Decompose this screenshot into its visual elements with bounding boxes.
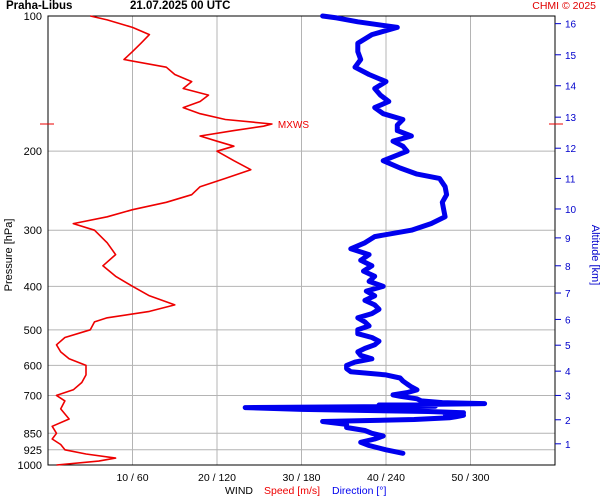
pressure-tick-label: 200 [24, 146, 42, 158]
altitude-tick-label: 14 [565, 82, 577, 93]
speed-label: Speed [m/s] [264, 485, 320, 497]
altitude-tick-label: 2 [565, 416, 571, 427]
sounding-datetime: 21.07.2025 00 UTC [130, 0, 231, 12]
altitude-axis-label: Altitude [km] [589, 225, 600, 286]
altitude-tick-label: 3 [565, 391, 571, 402]
pressure-tick-label: 400 [24, 281, 42, 293]
wind-tick-label: 40 / 240 [367, 472, 405, 484]
pressure-tick-label: 700 [24, 390, 42, 402]
mxws-annotation: MXWS [278, 120, 309, 131]
pressure-tick-label: 600 [24, 360, 42, 372]
pressure-tick-label: 850 [24, 428, 42, 440]
pressure-tick-label: 300 [24, 225, 42, 237]
pressure-axis-label: Pressure [hPa] [3, 219, 15, 292]
wind-tick-label: 30 / 180 [283, 472, 321, 484]
altitude-tick-label: 4 [565, 367, 571, 378]
wind-tick-label: 20 / 120 [198, 472, 236, 484]
altitude-tick-label: 16 [565, 20, 577, 31]
plot-frame [47, 15, 556, 466]
speed-series-line [51, 15, 273, 466]
series: MXWS [40, 13, 563, 466]
altitude-tick-label: 15 [565, 51, 577, 62]
direction-label: Direction [°] [332, 485, 386, 497]
pressure-tick-label: 1000 [18, 460, 42, 472]
wind-ticks: 10 / 60 20 / 120 30 / 180 40 / 240 50 / 300 [116, 472, 489, 484]
altitude-tick-label: 5 [565, 341, 571, 352]
altitude-tick-label: 8 [565, 262, 571, 273]
altitude-tick-label: 13 [565, 113, 577, 124]
pressure-tick-label: 500 [24, 325, 42, 337]
direction-series-line [242, 13, 488, 456]
pressure-tick-label: 925 [24, 445, 42, 457]
altitude-tick-label: 9 [565, 234, 571, 245]
altitude-tick-label: 6 [565, 315, 571, 326]
altitude-tick-label: 12 [565, 144, 577, 155]
altitude-tick-label: 7 [565, 289, 571, 300]
wind-tick-label: 50 / 300 [452, 472, 490, 484]
grid [48, 16, 555, 465]
pressure-tick-label: 100 [24, 11, 42, 23]
altitude-tick-label: 1 [565, 440, 571, 451]
altitude-tick-label: 10 [565, 205, 577, 216]
station-name: Praha-Libus [6, 0, 73, 12]
wind-tick-label: 10 / 60 [116, 472, 148, 484]
credit-label: CHMI © 2025 [532, 0, 596, 12]
wind-label: WIND [225, 485, 253, 497]
altitude-tick-label: 11 [565, 174, 576, 185]
pressure-ticks: 100 200 300 400 500 600 700 850 925 1000 [18, 11, 42, 472]
